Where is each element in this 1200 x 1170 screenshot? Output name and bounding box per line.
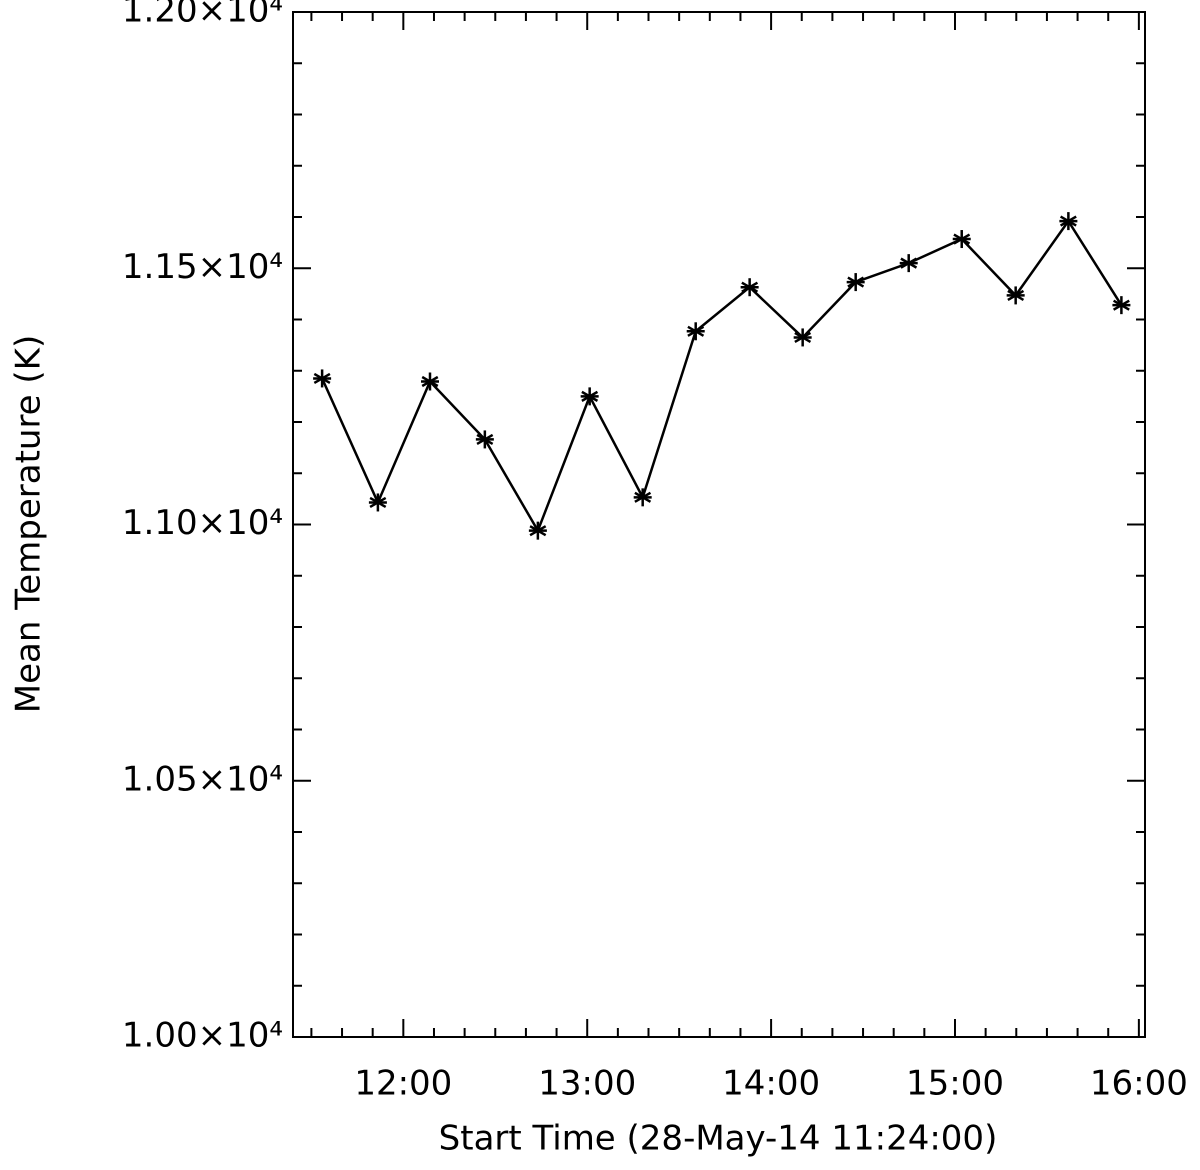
asterisk-marker [528,521,547,540]
asterisk-marker [420,372,439,391]
data-line [320,218,1123,534]
asterisk-marker [313,369,332,388]
asterisk-marker [793,328,812,347]
asterisk-marker [846,273,865,292]
x-tick-label: 13:00 [538,1064,636,1104]
x-axis-label: Start Time (28-May-14 11:24:00) [439,1119,998,1159]
asterisk-marker [1059,212,1078,231]
y-tick-label: 1.00×10⁴ [122,1016,283,1056]
asterisk-marker [952,230,971,249]
plot-frame [292,11,1146,1038]
y-tick-label: 1.15×10⁴ [122,247,283,287]
x-tick-label: 15:00 [906,1064,1004,1104]
asterisk-marker [740,278,759,297]
y-tick-label: 1.10×10⁴ [122,503,283,543]
asterisk-marker [686,322,705,341]
asterisk-marker [580,387,599,406]
x-tick-label: 14:00 [722,1064,820,1104]
asterisk-marker [633,488,652,507]
y-tick-label: 1.20×10⁴ [122,0,283,31]
y-axis-label: Mean Temperature (K) [9,335,49,713]
y-tick-label: 1.05×10⁴ [122,759,283,799]
asterisk-marker [1006,286,1025,305]
asterisk-marker [899,254,918,273]
x-tick-label: 12:00 [354,1064,452,1104]
x-tick-label: 16:00 [1090,1064,1188,1104]
asterisk-marker [368,493,387,512]
asterisk-marker [475,430,494,449]
asterisk-marker [1112,296,1131,315]
